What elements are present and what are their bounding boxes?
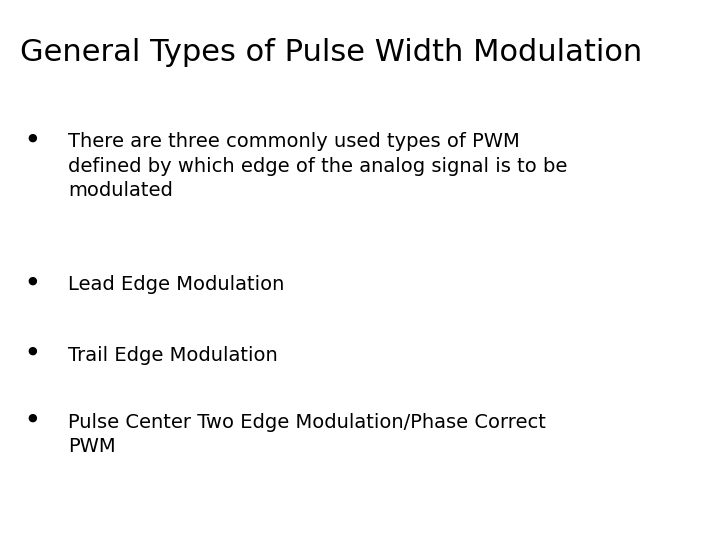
Text: ●: ● bbox=[27, 132, 37, 143]
Text: Pulse Center Two Edge Modulation/Phase Correct
PWM: Pulse Center Two Edge Modulation/Phase C… bbox=[68, 413, 546, 456]
Text: ●: ● bbox=[27, 346, 37, 356]
Text: ●: ● bbox=[27, 413, 37, 423]
Text: ●: ● bbox=[27, 275, 37, 286]
Text: Lead Edge Modulation: Lead Edge Modulation bbox=[68, 275, 285, 294]
Text: General Types of Pulse Width Modulation: General Types of Pulse Width Modulation bbox=[20, 38, 642, 67]
Text: Trail Edge Modulation: Trail Edge Modulation bbox=[68, 346, 278, 365]
Text: There are three commonly used types of PWM
defined by which edge of the analog s: There are three commonly used types of P… bbox=[68, 132, 568, 200]
